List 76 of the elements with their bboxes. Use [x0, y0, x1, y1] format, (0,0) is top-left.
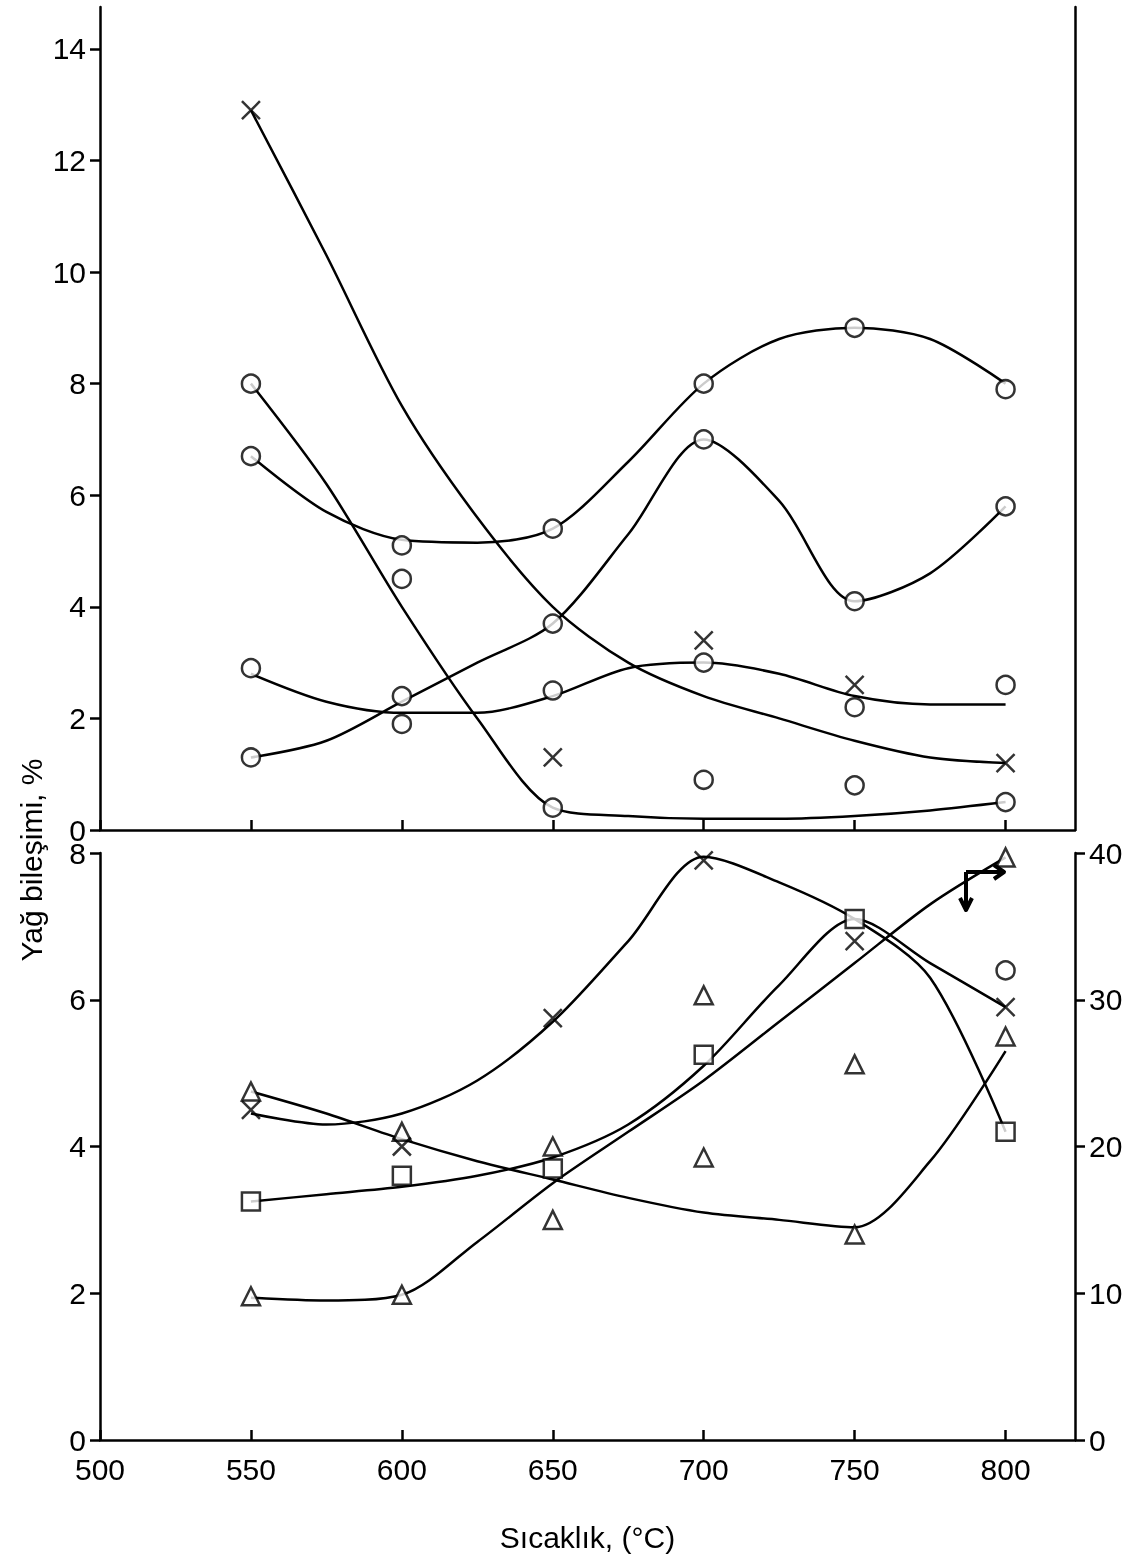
point	[391, 1136, 413, 1157]
x-tick-label: 750	[829, 1452, 880, 1486]
point	[693, 652, 714, 673]
point	[391, 535, 413, 556]
point	[240, 373, 262, 394]
point	[240, 657, 262, 679]
point	[844, 1054, 865, 1075]
x-tick-label: 600	[376, 1452, 427, 1486]
x-tick-label: 650	[527, 1452, 578, 1486]
point	[240, 1081, 262, 1102]
y-tick-label: 4	[69, 590, 86, 624]
point	[240, 99, 262, 121]
point	[693, 630, 714, 651]
point	[844, 317, 865, 339]
point	[240, 1099, 262, 1121]
y2-tick-label: 30	[1089, 983, 1123, 1017]
point	[844, 908, 865, 930]
point	[240, 445, 262, 467]
point	[995, 1121, 1016, 1143]
point	[844, 930, 865, 952]
point	[240, 1191, 262, 1212]
point	[995, 752, 1016, 774]
point	[995, 791, 1016, 813]
point	[844, 674, 865, 696]
y-tick-label: 2	[69, 1276, 86, 1310]
point	[995, 960, 1016, 981]
point	[844, 697, 865, 718]
y-tick-label: 2	[69, 701, 86, 735]
x-tick-label: 800	[980, 1452, 1031, 1486]
point	[542, 1158, 564, 1179]
point	[391, 568, 413, 590]
point	[542, 613, 564, 634]
point	[693, 1147, 714, 1168]
point	[240, 747, 262, 768]
y-tick-label: 12	[52, 143, 86, 177]
point	[844, 1224, 865, 1245]
point	[391, 685, 413, 707]
y-tick-label: 14	[52, 32, 86, 66]
point	[693, 985, 714, 1006]
y-tick-label: 8	[69, 367, 86, 401]
point	[391, 713, 413, 735]
point	[542, 747, 564, 768]
x-tick-label: 550	[225, 1452, 276, 1486]
point	[391, 1284, 413, 1305]
point	[995, 496, 1016, 517]
y-tick-label: 6	[69, 983, 86, 1017]
x-tick-label: 700	[678, 1452, 729, 1486]
point	[995, 847, 1016, 868]
point	[995, 996, 1016, 1018]
point	[693, 373, 714, 394]
point	[844, 590, 865, 612]
point	[542, 797, 564, 818]
point	[995, 1026, 1016, 1047]
point	[542, 1209, 564, 1231]
y-axis-title: Yağ bileşimi, %	[15, 758, 49, 962]
point	[995, 674, 1016, 696]
point	[240, 1285, 262, 1307]
point	[542, 680, 564, 701]
y2-tick-label: 10	[1089, 1276, 1123, 1310]
y-tick-label: 4	[69, 1130, 86, 1163]
y2-tick-label: 40	[1089, 836, 1123, 870]
point	[542, 1007, 564, 1029]
x-axis-title: Sıcaklık, (°C)	[499, 1520, 676, 1554]
point	[995, 378, 1016, 400]
point	[542, 518, 564, 539]
y-tick-label: 6	[69, 478, 86, 512]
point	[693, 429, 714, 450]
y2-tick-label: 20	[1089, 1130, 1123, 1163]
point	[844, 775, 865, 796]
y-tick-label: 10	[52, 255, 86, 289]
point	[391, 1165, 413, 1187]
point	[693, 1044, 714, 1066]
y2-tick-label: 0	[1089, 1423, 1106, 1457]
point	[693, 769, 714, 791]
point	[693, 850, 714, 871]
point	[542, 1136, 564, 1157]
